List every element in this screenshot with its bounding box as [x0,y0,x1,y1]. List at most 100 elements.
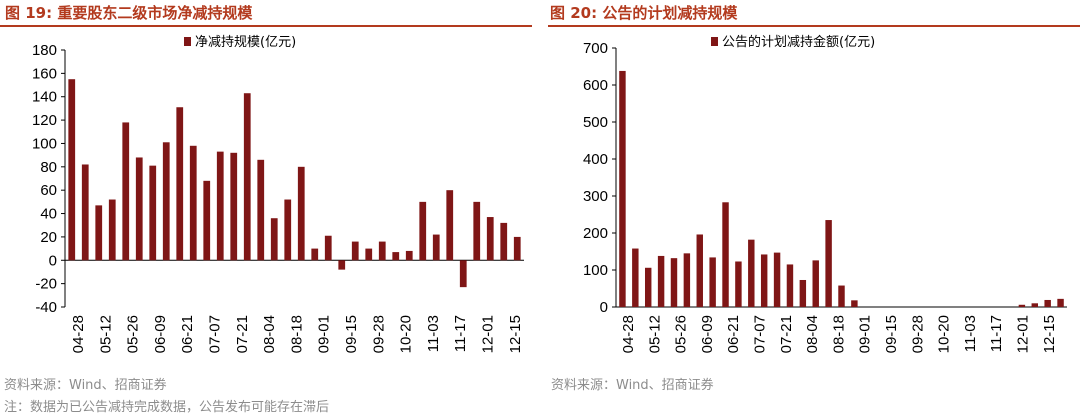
right-bar [825,220,832,307]
left-bar [189,145,197,261]
left-y-tick-label: 0 [49,252,57,269]
left-x-tick-label: 11-17 [452,315,469,352]
right-bar [1018,304,1026,307]
left-bar [149,165,157,261]
left-legend-swatch [184,37,191,46]
left-bar [216,151,224,261]
right-bar [799,279,807,307]
left-x-tick-label: 06-21 [179,315,196,353]
right-bar [760,254,768,307]
right-x-tick-label: 08-04 [804,315,821,353]
left-x-tick-label: 12-01 [480,315,497,353]
right-y-tick-label: 100 [583,262,608,279]
left-bar [311,248,319,261]
left-bar [122,122,130,261]
left-bar [81,164,89,261]
left-bar [459,260,467,288]
left-x-tick-label: 08-18 [288,315,305,353]
right-x-tick-label: 12-01 [1015,315,1032,353]
left-x-tick-label: 08-04 [261,315,278,353]
right-y-tick-label: 600 [583,77,608,94]
right-bar [632,248,639,307]
left-bar [338,260,346,270]
left-bar [446,190,454,261]
left-bar [405,250,413,261]
left-x-tick-label: 10-20 [398,315,415,353]
right-x-tick-label: 05-26 [673,315,690,353]
right-bar [812,260,819,307]
left-x-tick-label: 07-21 [234,315,251,353]
left-bar [513,236,521,261]
right-source-note: 资料来源：Wind、招商证券 [551,378,714,393]
left-legend-label: 净减持规模(亿元) [195,35,296,50]
left-bar [432,234,440,261]
left-x-tick-label: 05-12 [97,315,114,353]
left-y-tick-label: 60 [40,182,57,199]
left-bar [135,157,143,261]
left-y-tick-label: 120 [32,112,57,129]
left-y-tick-label: -40 [35,299,57,316]
left-chart-title: 图 19: 重要股东二级市场净减持规模 [5,4,253,22]
right-y-tick-label: 700 [583,40,608,57]
left-bar [365,248,373,261]
left-bar [108,199,116,261]
left-bar [351,241,359,261]
right-y-tick-label: 200 [583,225,608,242]
right-bar [1057,298,1064,307]
right-x-tick-label: 12-15 [1041,315,1058,353]
left-x-tick-label: 11-03 [425,315,442,352]
left-x-tick-label: 07-07 [207,315,224,353]
left-title-rule [0,25,532,27]
right-y-tick-label: 0 [600,299,608,316]
right-bar [748,239,755,307]
right-bar [619,70,626,307]
left-y-tick-label: 180 [32,42,57,59]
right-x-tick-label: 07-07 [752,315,769,353]
right-bar-chart: 0 100 200 300 400 500 600 700 04-28 05-12 05-26 06-… [583,34,1067,353]
left-y-tick-label: 160 [32,65,57,82]
right-bar [1031,303,1039,307]
left-bar [324,235,332,261]
right-x-tick-label: 08-18 [830,315,847,353]
right-x-tick-label: 09-01 [857,315,874,353]
left-bar-chart: -40 -20 0 20 40 60 80 100 120 140 160 180 04-28 05-12… [32,35,524,353]
right-legend-swatch [711,37,718,46]
right-bar [838,285,845,307]
left-y-tick-label: -20 [35,276,57,293]
left-y-tick-label: 140 [32,89,57,106]
left-bar [378,241,386,261]
right-bar [773,252,781,307]
left-bar [297,166,305,261]
left-y-tick-label: 40 [40,206,57,223]
right-bar [670,258,678,307]
right-bar [735,261,742,307]
right-bar [709,257,716,307]
right-y-tick-label: 400 [583,151,608,168]
right-x-tick-label: 10-20 [936,315,953,353]
left-bar [68,79,76,261]
left-y-tick-label: 80 [40,159,57,176]
right-x-tick-label: 04-28 [620,315,637,353]
right-title-rule [548,25,1080,27]
left-bar [230,152,238,261]
right-y-tick-label: 500 [583,114,608,131]
footnote: 注：数据为已公告减持完成数据，公告发布可能存在滞后 [4,400,330,415]
right-bar [851,300,858,307]
right-bar [786,264,794,307]
right-bar [644,267,652,307]
left-bar [500,222,508,261]
left-bar [419,201,427,261]
left-x-tick-label: 12-15 [507,315,524,353]
left-source-note: 资料来源：Wind、招商证券 [4,378,167,393]
left-bar [162,142,170,261]
right-bar [722,202,729,307]
left-x-tick-label: 06-09 [152,315,169,353]
right-x-tick-label: 06-09 [699,315,716,353]
right-bar [683,253,691,307]
right-bar [657,255,665,307]
left-bar [284,199,292,261]
left-bar [203,180,211,261]
left-x-tick-label: 04-28 [70,315,87,353]
left-bar [486,217,494,261]
left-x-tick-label: 09-01 [316,315,333,353]
